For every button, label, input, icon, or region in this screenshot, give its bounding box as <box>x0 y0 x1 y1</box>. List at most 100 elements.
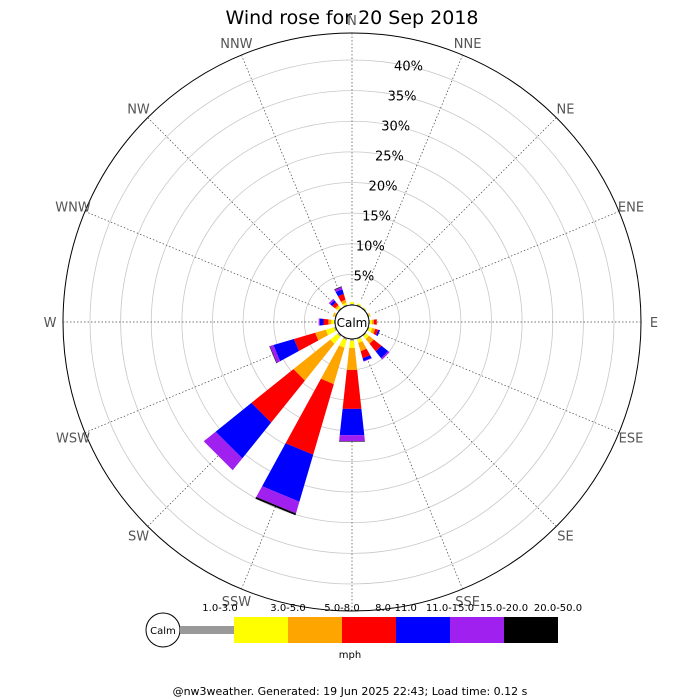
petal-se-bin-4 <box>369 339 382 352</box>
direction-label-ene: ENE <box>618 200 644 215</box>
ring-5 <box>181 151 523 493</box>
petal-s-bin-6 <box>339 435 365 442</box>
petal-se-bin-1 <box>362 332 367 337</box>
petal-sw-bin-2 <box>330 333 341 344</box>
petal-ne-bin-2 <box>363 307 367 311</box>
petal-sse-bin-6 <box>363 357 372 362</box>
direction-label-se: SE <box>557 530 573 545</box>
legend-label-2: 3.0-5.0 <box>270 603 305 614</box>
petal-ssw-bin-2 <box>339 338 347 348</box>
ring-label-7: 35% <box>388 90 417 105</box>
legend-unit: mph <box>339 650 361 661</box>
petal-wsw-bin-5 <box>273 339 299 362</box>
ring-8 <box>89 59 615 585</box>
petal-n-bin-2 <box>349 302 355 304</box>
ring-7 <box>120 90 584 554</box>
petal-sse-bin-5 <box>362 355 372 362</box>
petal-nnw-bin-3 <box>340 299 347 305</box>
petal-nnw-bin-5 <box>335 289 344 297</box>
ring-label-3: 15% <box>362 210 391 225</box>
petal-e-bin-3 <box>371 319 374 325</box>
legend-swatch-3 <box>288 617 342 643</box>
wind-petals <box>203 286 390 516</box>
footer-credit: @nw3weather. Generated: 19 Jun 2025 22:4… <box>173 685 528 698</box>
petal-w-bin-4 <box>323 318 329 326</box>
petal-ssw-bin-7 <box>255 497 296 516</box>
petal-sse-bin-2 <box>357 338 363 343</box>
petal-sse-bin-4 <box>360 348 371 359</box>
ring-label-6: 30% <box>381 120 410 135</box>
axis-labels: NNNENEENEEESESESSESSSWSWWSWWWNWNWNNW5%10… <box>44 14 659 633</box>
petal-ese-bin-4 <box>373 328 379 336</box>
petal-s-bin-4 <box>342 370 362 409</box>
petal-wsw-bin-2 <box>325 327 336 336</box>
petal-s-bin-7 <box>339 441 365 442</box>
legend-swatch-4 <box>342 617 396 643</box>
ring-label-4: 20% <box>369 180 398 195</box>
legend-label-7: 20.0-50.0 <box>534 603 582 614</box>
petal-s-bin-2 <box>349 340 355 348</box>
petal-nw-bin-5 <box>330 300 336 306</box>
ring-4 <box>212 182 492 462</box>
ring-label-2: 10% <box>356 240 385 255</box>
petal-w-bin-6 <box>318 318 320 326</box>
chart-title: Wind rose for 20 Sep 2018 <box>225 7 478 29</box>
ring-label-8: 40% <box>394 60 423 75</box>
legend-swatch-5 <box>396 617 450 643</box>
calm-label: Calm <box>337 316 368 330</box>
petal-ene-bin-2 <box>368 313 371 317</box>
petal-sw-bin-6 <box>203 431 243 471</box>
petal-sw-bin-5 <box>215 402 272 459</box>
direction-label-nw: NW <box>127 103 150 118</box>
legend-label-4: 8.0-11.0 <box>375 603 417 614</box>
legend-label-5: 11.0-15.0 <box>426 603 474 614</box>
petal-nw-bin-2 <box>336 306 341 311</box>
petal-se-bin-5 <box>375 345 389 359</box>
legend-label-3: 5.0-8.0 <box>324 603 359 614</box>
speed-legend: Calm mph 1.0-3.0 3.0-5.0 5.0-8.0 8.0-11.0 11… <box>145 603 582 661</box>
direction-label-nne: NNE <box>454 37 482 52</box>
direction-label-ne: NE <box>557 103 575 118</box>
petal-nnw-bin-7 <box>334 286 342 290</box>
petal-se-bin-6 <box>381 351 390 360</box>
direction-label-ese: ESE <box>619 432 644 447</box>
direction-label-sw: SW <box>128 530 149 545</box>
ring-label-1: 5% <box>354 269 375 284</box>
petal-wsw-bin-1 <box>333 326 338 331</box>
petal-nw-bin-3 <box>334 304 340 310</box>
petal-ese-bin-2 <box>368 327 373 333</box>
petal-s-bin-3 <box>346 348 358 370</box>
petal-ssw-bin-6 <box>256 486 300 514</box>
legend-swatch-7 <box>504 617 558 643</box>
petal-sse-bin-3 <box>358 341 367 352</box>
calm-circle <box>334 304 370 340</box>
petal-sw-bin-4 <box>251 369 305 423</box>
direction-label-n: N <box>347 14 357 29</box>
petal-wsw-bin-6 <box>269 345 281 364</box>
petal-wnw-bin-3 <box>332 312 336 317</box>
petal-nnw-bin-2 <box>342 302 347 306</box>
calm-center: Calm <box>334 304 370 340</box>
petal-nnw-bin-6 <box>334 286 343 292</box>
petal-e-bin-4 <box>373 319 377 325</box>
petal-sw-bin-3 <box>293 339 335 381</box>
petal-e-bin-2 <box>370 319 372 325</box>
petal-nw-bin-4 <box>332 302 339 309</box>
petal-wsw-bin-3 <box>315 329 328 341</box>
petal-s-bin-5 <box>339 408 365 436</box>
legend-label-1: 1.0-3.0 <box>202 603 237 614</box>
petal-se-bin-2 <box>363 333 370 340</box>
petal-wnw-bin-2 <box>333 313 336 317</box>
petal-wsw-bin-7 <box>269 346 277 364</box>
petal-ene-bin-3 <box>368 312 371 317</box>
petal-nw-bin-6 <box>328 298 335 305</box>
direction-label-ssw: SSW <box>222 595 252 610</box>
petal-w-bin-5 <box>319 318 324 326</box>
petal-w-bin-3 <box>328 319 332 325</box>
petal-ssw-bin-5 <box>262 443 314 502</box>
petal-ne-bin-1 <box>362 307 367 312</box>
legend-label-6: 15.0-20.0 <box>480 603 528 614</box>
petal-w-bin-2 <box>331 319 334 325</box>
direction-label-wnw: WNW <box>55 200 91 215</box>
